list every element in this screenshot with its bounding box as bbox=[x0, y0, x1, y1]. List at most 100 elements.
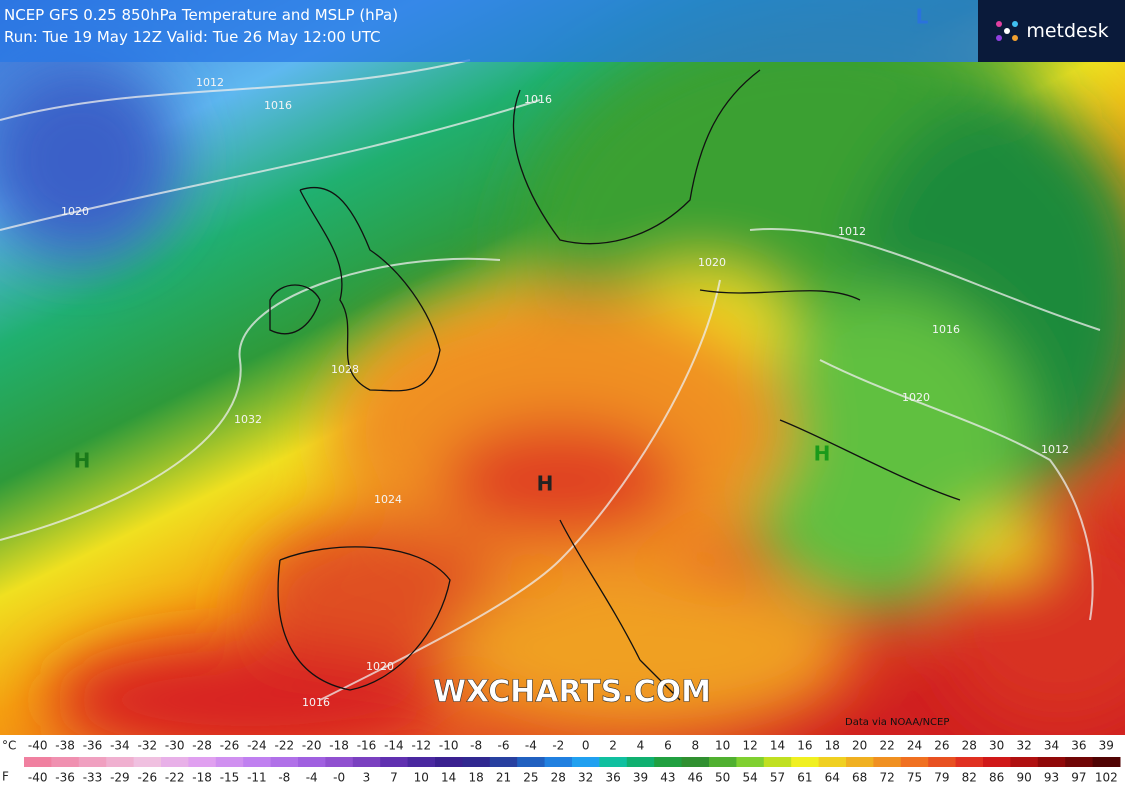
legend-celsius: 4 bbox=[637, 739, 645, 753]
legend-swatch bbox=[325, 757, 354, 767]
isobar-label: 1024 bbox=[374, 493, 402, 506]
legend-swatch bbox=[24, 757, 52, 767]
legend-celsius: 36 bbox=[1071, 739, 1086, 753]
legend-celsius: -10 bbox=[439, 739, 459, 753]
legend-swatch bbox=[626, 757, 655, 767]
legend-swatch bbox=[572, 757, 600, 767]
legend-celsius: 0 bbox=[582, 739, 590, 753]
legend-fahrenheit: 18 bbox=[468, 771, 483, 785]
legend-celsius: 6 bbox=[664, 739, 672, 753]
legend-celsius: 18 bbox=[825, 739, 840, 753]
legend-fahrenheit: 102 bbox=[1095, 771, 1118, 785]
legend-swatch bbox=[1065, 757, 1094, 767]
legend-fahrenheit: -11 bbox=[247, 771, 267, 785]
legend-fahrenheit: 57 bbox=[770, 771, 785, 785]
legend-celsius: -4 bbox=[525, 739, 537, 753]
isobar-label: 1032 bbox=[234, 413, 262, 426]
legend-swatch bbox=[791, 757, 820, 767]
legend-fahrenheit: 25 bbox=[523, 771, 538, 785]
legend-fahrenheit: 43 bbox=[660, 771, 675, 785]
legend-celsius: -16 bbox=[357, 739, 377, 753]
legend-fahrenheit: -29 bbox=[110, 771, 130, 785]
legend-fahrenheit: 50 bbox=[715, 771, 730, 785]
isobar-label: 1012 bbox=[838, 225, 866, 238]
legend-celsius: 26 bbox=[934, 739, 949, 753]
legend-fahrenheit: -4 bbox=[306, 771, 318, 785]
model-name: NCEP GFS 0.25 bbox=[4, 6, 117, 24]
isobar-label: 1016 bbox=[302, 696, 330, 709]
legend-swatch bbox=[983, 757, 1011, 767]
legend-fahrenheit: -26 bbox=[137, 771, 157, 785]
legend-fahrenheit: 72 bbox=[879, 771, 894, 785]
isobar-label: 1016 bbox=[524, 93, 552, 106]
legend-fahrenheit: -18 bbox=[192, 771, 212, 785]
legend-swatch bbox=[517, 757, 546, 767]
legend-celsius: -14 bbox=[384, 739, 404, 753]
legend-swatch bbox=[380, 757, 409, 767]
legend-celsius: -2 bbox=[552, 739, 564, 753]
legend-fahrenheit: 54 bbox=[742, 771, 757, 785]
legend-swatch bbox=[599, 757, 628, 767]
legend-fahrenheit: 46 bbox=[688, 771, 703, 785]
legend-celsius: -8 bbox=[470, 739, 482, 753]
data-credit: Data via NOAA/NCEP bbox=[845, 717, 949, 728]
legend-fahrenheit: 97 bbox=[1071, 771, 1086, 785]
legend-swatch bbox=[106, 757, 135, 767]
legend-celsius: -12 bbox=[411, 739, 431, 753]
legend-celsius: -30 bbox=[165, 739, 185, 753]
legend-fahrenheit: 21 bbox=[496, 771, 511, 785]
legend-fahrenheit: 61 bbox=[797, 771, 812, 785]
legend-celsius: 20 bbox=[852, 739, 867, 753]
legend-swatch bbox=[78, 757, 107, 767]
legend-celsius: 39 bbox=[1099, 739, 1114, 753]
legend-celsius: -34 bbox=[110, 739, 130, 753]
legend: °CF-40-40-38-36-36-33-34-29-32-26-30-22-… bbox=[0, 735, 1125, 787]
legend-swatch bbox=[407, 757, 436, 767]
legend-fahrenheit: 79 bbox=[934, 771, 949, 785]
legend-fahrenheit: 28 bbox=[551, 771, 566, 785]
legend-fahrenheit: 39 bbox=[633, 771, 648, 785]
legend-celsius: 16 bbox=[797, 739, 812, 753]
legend-celsius: -26 bbox=[220, 739, 240, 753]
isobar-label: 1020 bbox=[698, 256, 726, 269]
isobar-label: 1020 bbox=[366, 660, 394, 673]
isobar-label: 1016 bbox=[932, 323, 960, 336]
legend-swatch bbox=[900, 757, 929, 767]
legend-swatch bbox=[161, 757, 189, 767]
logo-text: metdesk bbox=[1026, 20, 1109, 42]
legend-fahrenheit: 10 bbox=[414, 771, 429, 785]
isobar-label: 1012 bbox=[1041, 443, 1069, 456]
legend-celsius: 12 bbox=[742, 739, 757, 753]
legend-swatch bbox=[928, 757, 957, 767]
header: NCEP GFS 0.25 850hPa Temperature and MSL… bbox=[0, 0, 978, 62]
legend-swatch bbox=[188, 757, 217, 767]
isobars bbox=[0, 59, 1101, 701]
legend-celsius: 24 bbox=[907, 739, 922, 753]
logo[interactable]: metdesk bbox=[978, 0, 1125, 62]
legend-celsius: -20 bbox=[302, 739, 322, 753]
legend-swatch bbox=[1037, 757, 1066, 767]
legend-swatch bbox=[873, 757, 902, 767]
legend-celsius: -40 bbox=[28, 739, 48, 753]
legend-celsius: 34 bbox=[1044, 739, 1059, 753]
logo-icon bbox=[996, 21, 1019, 41]
legend-swatch bbox=[544, 757, 573, 767]
legend-swatch bbox=[763, 757, 792, 767]
legend-celsius: 28 bbox=[962, 739, 977, 753]
legend-swatch bbox=[133, 757, 162, 767]
legend-fahrenheit: 82 bbox=[962, 771, 977, 785]
legend-swatch bbox=[270, 757, 299, 767]
legend-swatch bbox=[243, 757, 272, 767]
map: HHHL101210161020101610121020101610201024… bbox=[0, 0, 1125, 735]
legend-fahrenheit: -33 bbox=[83, 771, 103, 785]
legend-celsius: 22 bbox=[879, 739, 894, 753]
legend-fahrenheit: -40 bbox=[28, 771, 48, 785]
isobar-label: 1012 bbox=[196, 76, 224, 89]
legend-swatch bbox=[1092, 757, 1121, 767]
legend-fahrenheit: 32 bbox=[578, 771, 593, 785]
legend-swatch bbox=[818, 757, 847, 767]
legend-fahrenheit: 86 bbox=[989, 771, 1004, 785]
legend-swatch bbox=[681, 757, 710, 767]
legend-swatch bbox=[51, 757, 80, 767]
legend-fahrenheit: 14 bbox=[441, 771, 456, 785]
